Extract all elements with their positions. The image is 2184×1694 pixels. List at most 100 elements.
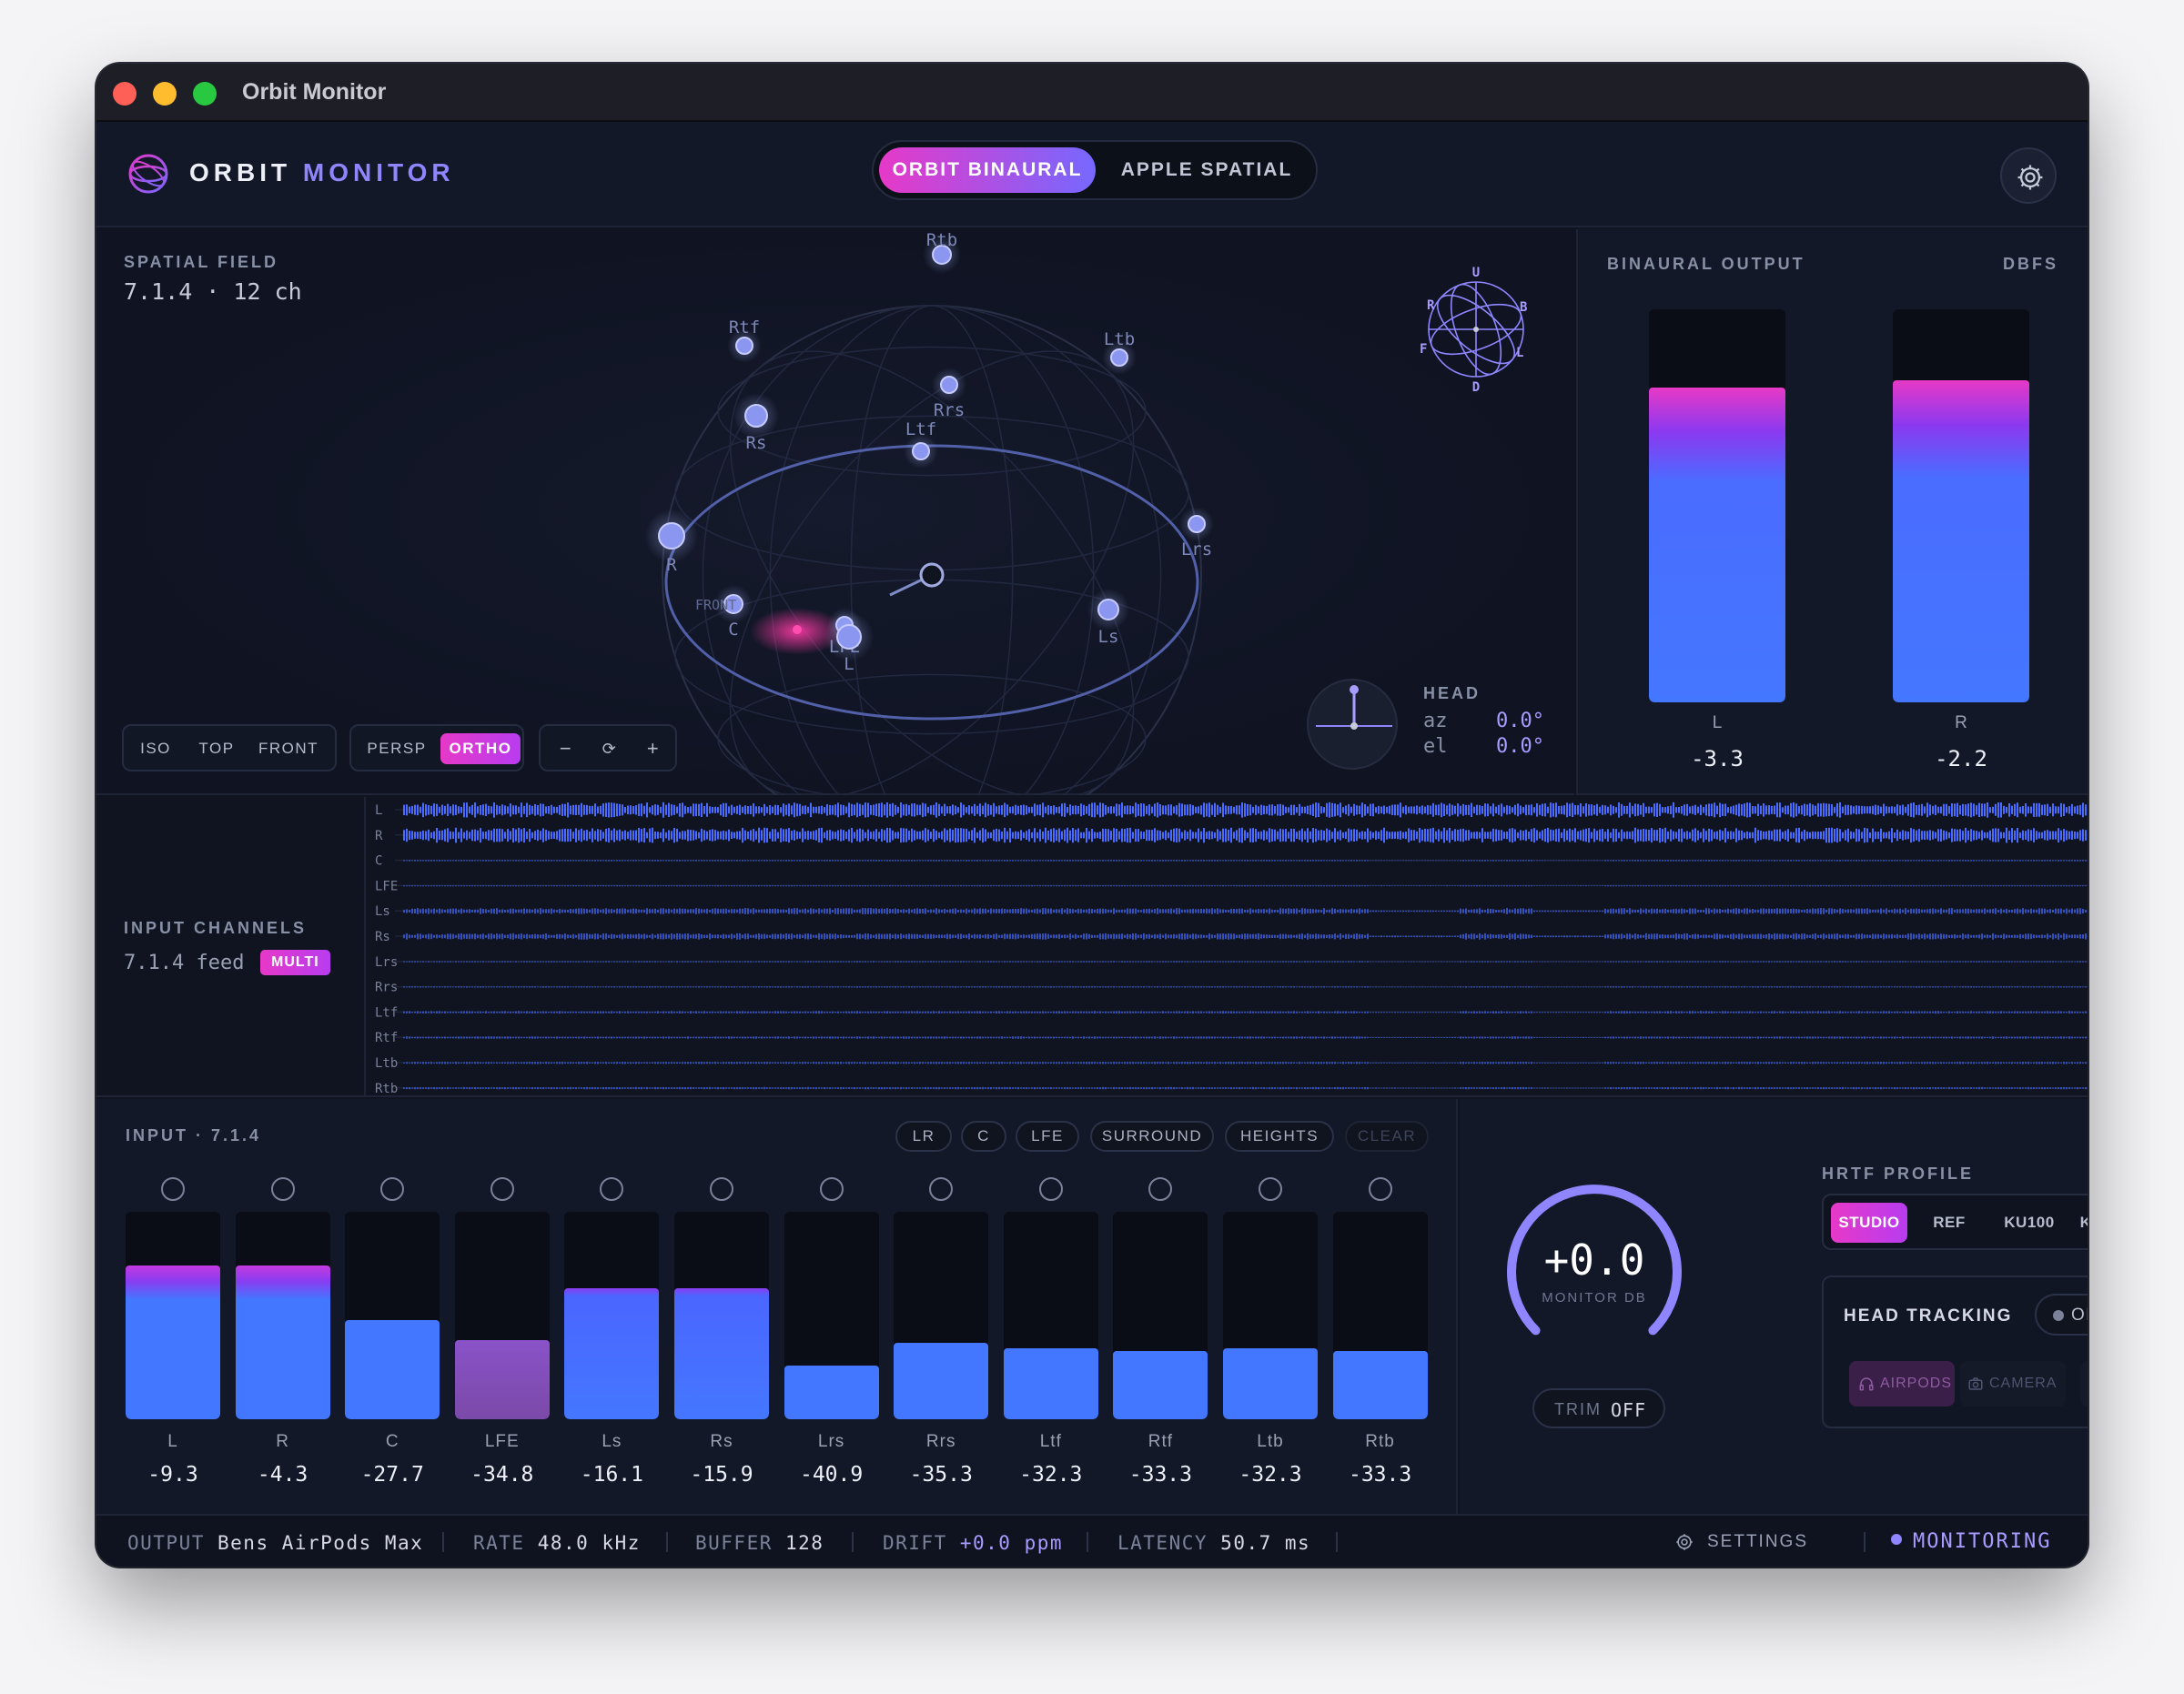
mode-orbit-binaural-button[interactable]: ORBIT BINAURAL [879,147,1096,193]
view-top-button[interactable]: TOP [198,740,235,757]
settings-button[interactable] [2000,147,2057,204]
channel-solo-button[interactable] [1368,1177,1392,1201]
speaker-label: Rrs [934,400,965,420]
zoom-group: − ⟳ + [539,724,677,771]
mode-apple-spatial-button[interactable]: APPLE SPATIAL [1120,159,1293,180]
channel-meter-fill [1003,1348,1098,1419]
group-c-chip[interactable]: C [961,1121,1006,1152]
channel-meter[interactable] [1332,1212,1428,1419]
channel-meter[interactable] [784,1212,879,1419]
channel-meter[interactable] [564,1212,660,1419]
hrtf-profile-label: HRTF PROFILE [1822,1165,1974,1183]
speaker-node[interactable] [912,442,930,460]
multi-badge: MULTI [260,950,330,975]
cube-label-down: D [1472,380,1480,393]
hrtf-studio-button[interactable]: STUDIO [1831,1203,1907,1243]
binaural-right-label: R [1955,713,1967,732]
hrtf-ref-button[interactable]: REF [1933,1214,1966,1231]
channel-solo-button[interactable] [1148,1177,1173,1201]
tracking-source-airpods[interactable]: AIRPODS [1849,1361,1955,1407]
head-orientation-widget[interactable] [1307,679,1398,770]
head-tracking-toggle[interactable]: OFF [2035,1294,2088,1336]
spatial-field-panel: SPATIAL FIELD 7.1.4 · 12 ch Rtb Rtf Ltb Rs R… [96,229,1574,795]
hrtf-ku100-button[interactable]: KU100 [2004,1214,2055,1231]
status-rate: RATE 48.0 kHz [473,1532,641,1554]
channel-meter[interactable] [126,1212,220,1419]
speaker-label: R [666,555,677,575]
speaker-node[interactable] [836,624,862,650]
speaker-node[interactable] [1097,599,1119,620]
tracking-reset-icon[interactable]: ↺ [2080,1361,2088,1407]
channel-solo-button[interactable] [270,1177,295,1201]
channel-solo-button[interactable] [1259,1177,1282,1201]
cube-label-front: F [1420,342,1427,357]
title-bar: Orbit Monitor [96,64,2088,122]
track-waveform [403,802,2087,818]
app-header: ORBIT MONITOR ORBIT BINAURAL APPLE SPATI… [96,122,2088,227]
channel-solo-button[interactable] [710,1177,733,1201]
orientation-cube[interactable]: U D R B F L [1403,266,1549,393]
speaker-node[interactable] [723,594,743,614]
channel-meter-fill [126,1265,220,1419]
projection-ortho-button[interactable]: ORTHO [440,733,521,764]
channel-meter[interactable] [345,1212,440,1419]
status-buffer-value: 128 [785,1532,824,1554]
status-buffer-key: BUFFER [695,1532,773,1554]
channel-label: Rrs [925,1432,956,1451]
channel-meter[interactable] [1003,1212,1098,1419]
monitoring-label: MONITORING [1913,1530,2052,1553]
channel-waveforms[interactable]: LRC LFE Ls Rs Lrs Rrs Ltf Rtf Ltb Rtb [368,797,2088,1097]
view-iso-button[interactable]: ISO [140,740,171,757]
projection-persp-button[interactable]: PERSP [367,740,427,757]
zoom-in-button[interactable]: + [646,737,661,760]
channel-meter[interactable] [1223,1212,1318,1419]
monitor-gain-knob[interactable] [1494,1172,1694,1372]
speaker-node[interactable] [658,522,685,550]
binaural-unit: DBFS [2003,255,2058,273]
speaker-node[interactable] [1188,515,1206,533]
track-waveform [403,1086,2087,1090]
close-window-button[interactable] [113,82,136,106]
view-front-button[interactable]: FRONT [258,740,319,757]
group-lfe-chip[interactable]: LFE [1016,1121,1079,1152]
speaker-node[interactable] [940,376,958,394]
channel-meter[interactable] [674,1212,769,1419]
zoom-out-button[interactable]: − [559,737,573,760]
zoom-window-button[interactable] [193,82,217,106]
hrtf-kemar-button[interactable]: KEMAR [2079,1214,2088,1231]
channel-solo-button[interactable] [161,1177,185,1201]
channel-label: Rs [710,1432,733,1451]
channel-label: Ltf [1039,1432,1062,1451]
channel-meter[interactable] [235,1212,330,1419]
projection-group: PERSP ORTHO [349,724,524,771]
binaural-output-panel: BINAURAL OUTPUT DBFS L R -3.3 -2.2 [1576,229,2088,795]
speaker-node[interactable] [735,337,753,355]
tracking-source-camera[interactable]: CAMERA [1960,1361,2066,1407]
channel-solo-button[interactable] [490,1177,514,1201]
trim-toggle[interactable]: TRIM OFF [1532,1388,1665,1428]
channel-meter-fill [454,1340,550,1419]
speaker-node[interactable] [1110,348,1128,367]
listener-head[interactable] [919,562,945,588]
group-lr-chip[interactable]: LR [895,1121,952,1152]
group-surround-chip[interactable]: SURROUND [1090,1121,1214,1152]
speaker-node[interactable] [744,404,768,428]
monitoring-indicator[interactable]: MONITORING [1891,1530,2051,1553]
status-settings-button[interactable]: SETTINGS [1676,1532,1808,1552]
minimize-window-button[interactable] [153,82,177,106]
channel-meter[interactable] [1113,1212,1208,1419]
channel-meter[interactable] [454,1212,550,1419]
group-heights-chip[interactable]: HEIGHTS [1225,1121,1334,1152]
source-point[interactable] [793,625,802,634]
group-clear-chip[interactable]: CLEAR [1345,1121,1429,1152]
speaker-node[interactable] [932,245,952,265]
channel-meter[interactable] [894,1212,989,1419]
input-mixer-panel: INPUT · 7.1.4 LR C LFE SURROUND HEIGHTS … [96,1099,1458,1514]
channel-solo-button[interactable] [1038,1177,1063,1201]
channel-solo-button[interactable] [600,1177,624,1201]
channel-solo-button[interactable] [819,1177,844,1201]
reset-view-icon[interactable]: ⟳ [602,740,618,758]
channel-solo-button[interactable] [380,1177,405,1201]
speaker-sphere-view[interactable]: RtbRtfLtbRsRrsLtfRLrsCLFELLsFRONT [96,229,1574,795]
channel-solo-button[interactable] [929,1177,954,1201]
